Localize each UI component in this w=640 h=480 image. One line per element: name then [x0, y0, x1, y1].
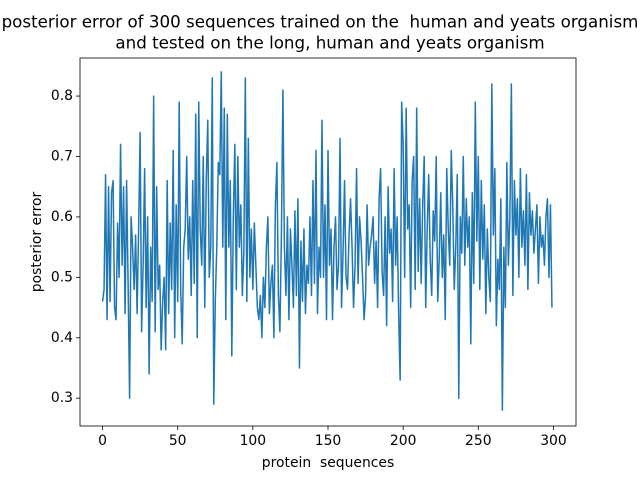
- axes-frame: [79, 57, 577, 427]
- y-tick-label: 0.6: [51, 209, 73, 225]
- x-tick-label: 250: [465, 433, 492, 449]
- y-tick-label: 0.7: [51, 148, 73, 164]
- x-axis-label: protein sequences: [262, 455, 394, 471]
- x-tick-label: 200: [390, 433, 417, 449]
- x-tick-label: 300: [540, 433, 567, 449]
- x-tick-label: 100: [240, 433, 267, 449]
- x-tick-label: 150: [315, 433, 342, 449]
- y-tick-label: 0.4: [51, 330, 73, 346]
- chart-title: posterior error of 300 sequences trained…: [2, 12, 639, 32]
- y-tick-label: 0.8: [51, 88, 73, 104]
- x-tick-label: 50: [169, 433, 187, 449]
- chart-title: and tested on the long, human and yeats …: [115, 33, 544, 53]
- data-line: [101, 71, 553, 412]
- y-tick-label: 0.5: [51, 269, 73, 285]
- x-tick-label: 0: [98, 433, 107, 449]
- y-axis-label: posterior error: [29, 192, 45, 293]
- y-tick-label: 0.3: [51, 390, 73, 406]
